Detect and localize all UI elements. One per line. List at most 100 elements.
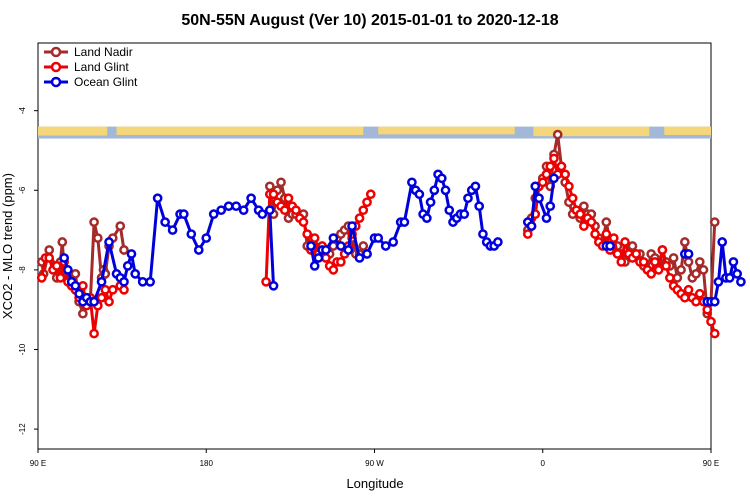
- data-point: [283, 193, 294, 204]
- data-point: [691, 269, 701, 279]
- data-point: [668, 253, 679, 263]
- data-point: [201, 233, 212, 243]
- data-point: [104, 237, 114, 247]
- data-point: [257, 209, 268, 220]
- data-point: [309, 233, 320, 243]
- legend-marker: [50, 61, 62, 73]
- data-point: [631, 249, 642, 259]
- data-point: [388, 237, 399, 247]
- data-point: [564, 181, 574, 192]
- data-point: [541, 169, 552, 180]
- data-point: [276, 177, 286, 188]
- data-point: [167, 225, 178, 235]
- data-point: [436, 173, 447, 184]
- data-point: [732, 269, 743, 279]
- data-point: [530, 181, 541, 192]
- data-point: [321, 245, 331, 255]
- data-point: [736, 276, 746, 287]
- legend-label: Land Glint: [74, 60, 129, 74]
- data-point: [665, 272, 675, 283]
- data-point: [279, 205, 290, 216]
- land-band-segment: [116, 126, 364, 135]
- data-point: [650, 257, 660, 267]
- data-point: [380, 241, 391, 251]
- data-point: [358, 205, 369, 216]
- data-point: [653, 265, 664, 275]
- data-point: [298, 217, 309, 227]
- y-axis: -4 -6 -8 -10 -12: [18, 107, 38, 435]
- data-point: [470, 181, 481, 192]
- x-tick-label: 180: [200, 459, 214, 468]
- data-point: [620, 237, 630, 247]
- data-point: [100, 284, 111, 295]
- data-point: [59, 253, 70, 263]
- data-point: [365, 189, 376, 200]
- data-point: [152, 193, 163, 204]
- data-point: [493, 237, 503, 247]
- data-point: [616, 257, 627, 267]
- data-point: [586, 217, 597, 227]
- data-point: [552, 129, 563, 140]
- data-point: [407, 177, 417, 188]
- data-point: [55, 272, 66, 283]
- data-point: [579, 201, 589, 212]
- data-point: [702, 304, 713, 315]
- data-point: [694, 257, 705, 267]
- data-point: [698, 265, 709, 275]
- data-point: [104, 296, 114, 307]
- data-point: [646, 269, 657, 279]
- data-point: [336, 257, 346, 267]
- data-point: [474, 201, 485, 212]
- legend-marker: [50, 76, 62, 88]
- data-point: [579, 221, 589, 231]
- data-point: [119, 284, 129, 295]
- data-point: [522, 229, 533, 239]
- data-point: [676, 265, 686, 275]
- data-point: [679, 292, 690, 303]
- data-point: [362, 197, 372, 208]
- data-point: [107, 284, 118, 295]
- land-band-segment: [664, 126, 711, 135]
- land-band-segment: [533, 126, 650, 137]
- data-point: [96, 292, 107, 303]
- data-point: [119, 276, 129, 287]
- data-point: [313, 253, 324, 263]
- data-point: [96, 276, 107, 287]
- data-point: [145, 276, 156, 287]
- data-point: [328, 265, 339, 275]
- data-point: [122, 261, 133, 271]
- data-point: [358, 241, 369, 251]
- data-point: [328, 233, 339, 243]
- data-point: [627, 241, 638, 251]
- data-point: [459, 209, 470, 220]
- data-point: [309, 261, 320, 271]
- data-point: [724, 272, 735, 283]
- legend-marker: [50, 46, 62, 58]
- data-point: [638, 257, 649, 267]
- data-point: [709, 217, 720, 227]
- data-point: [354, 253, 365, 263]
- data-point: [706, 316, 716, 327]
- data-point: [556, 161, 567, 172]
- data-point: [223, 201, 234, 212]
- data-point: [440, 185, 451, 196]
- data-point: [549, 173, 559, 184]
- x-axis: 90 E 180 90 W 0 90 E: [30, 449, 719, 468]
- data-point: [306, 241, 316, 251]
- data-point: [717, 237, 728, 247]
- data-point: [92, 233, 103, 243]
- data-point: [347, 221, 357, 231]
- data-point: [709, 296, 720, 307]
- data-point: [130, 269, 141, 279]
- data-point: [208, 209, 219, 220]
- series-ocean-glint: [59, 169, 746, 307]
- land-band-segment: [38, 126, 108, 136]
- data-point: [399, 217, 410, 227]
- data-point: [590, 229, 600, 239]
- data-point: [373, 233, 384, 243]
- data-point: [119, 245, 129, 255]
- data-point: [463, 193, 473, 204]
- data-point: [545, 201, 556, 212]
- data-point: [709, 328, 720, 339]
